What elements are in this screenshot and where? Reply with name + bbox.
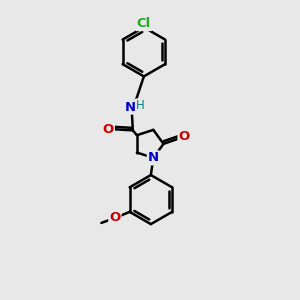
Text: O: O	[178, 130, 190, 143]
Text: N: N	[148, 152, 159, 164]
Text: Cl: Cl	[137, 17, 151, 30]
Text: O: O	[109, 212, 121, 224]
Text: O: O	[103, 123, 114, 136]
Text: N: N	[125, 100, 136, 114]
Text: H: H	[136, 99, 145, 112]
